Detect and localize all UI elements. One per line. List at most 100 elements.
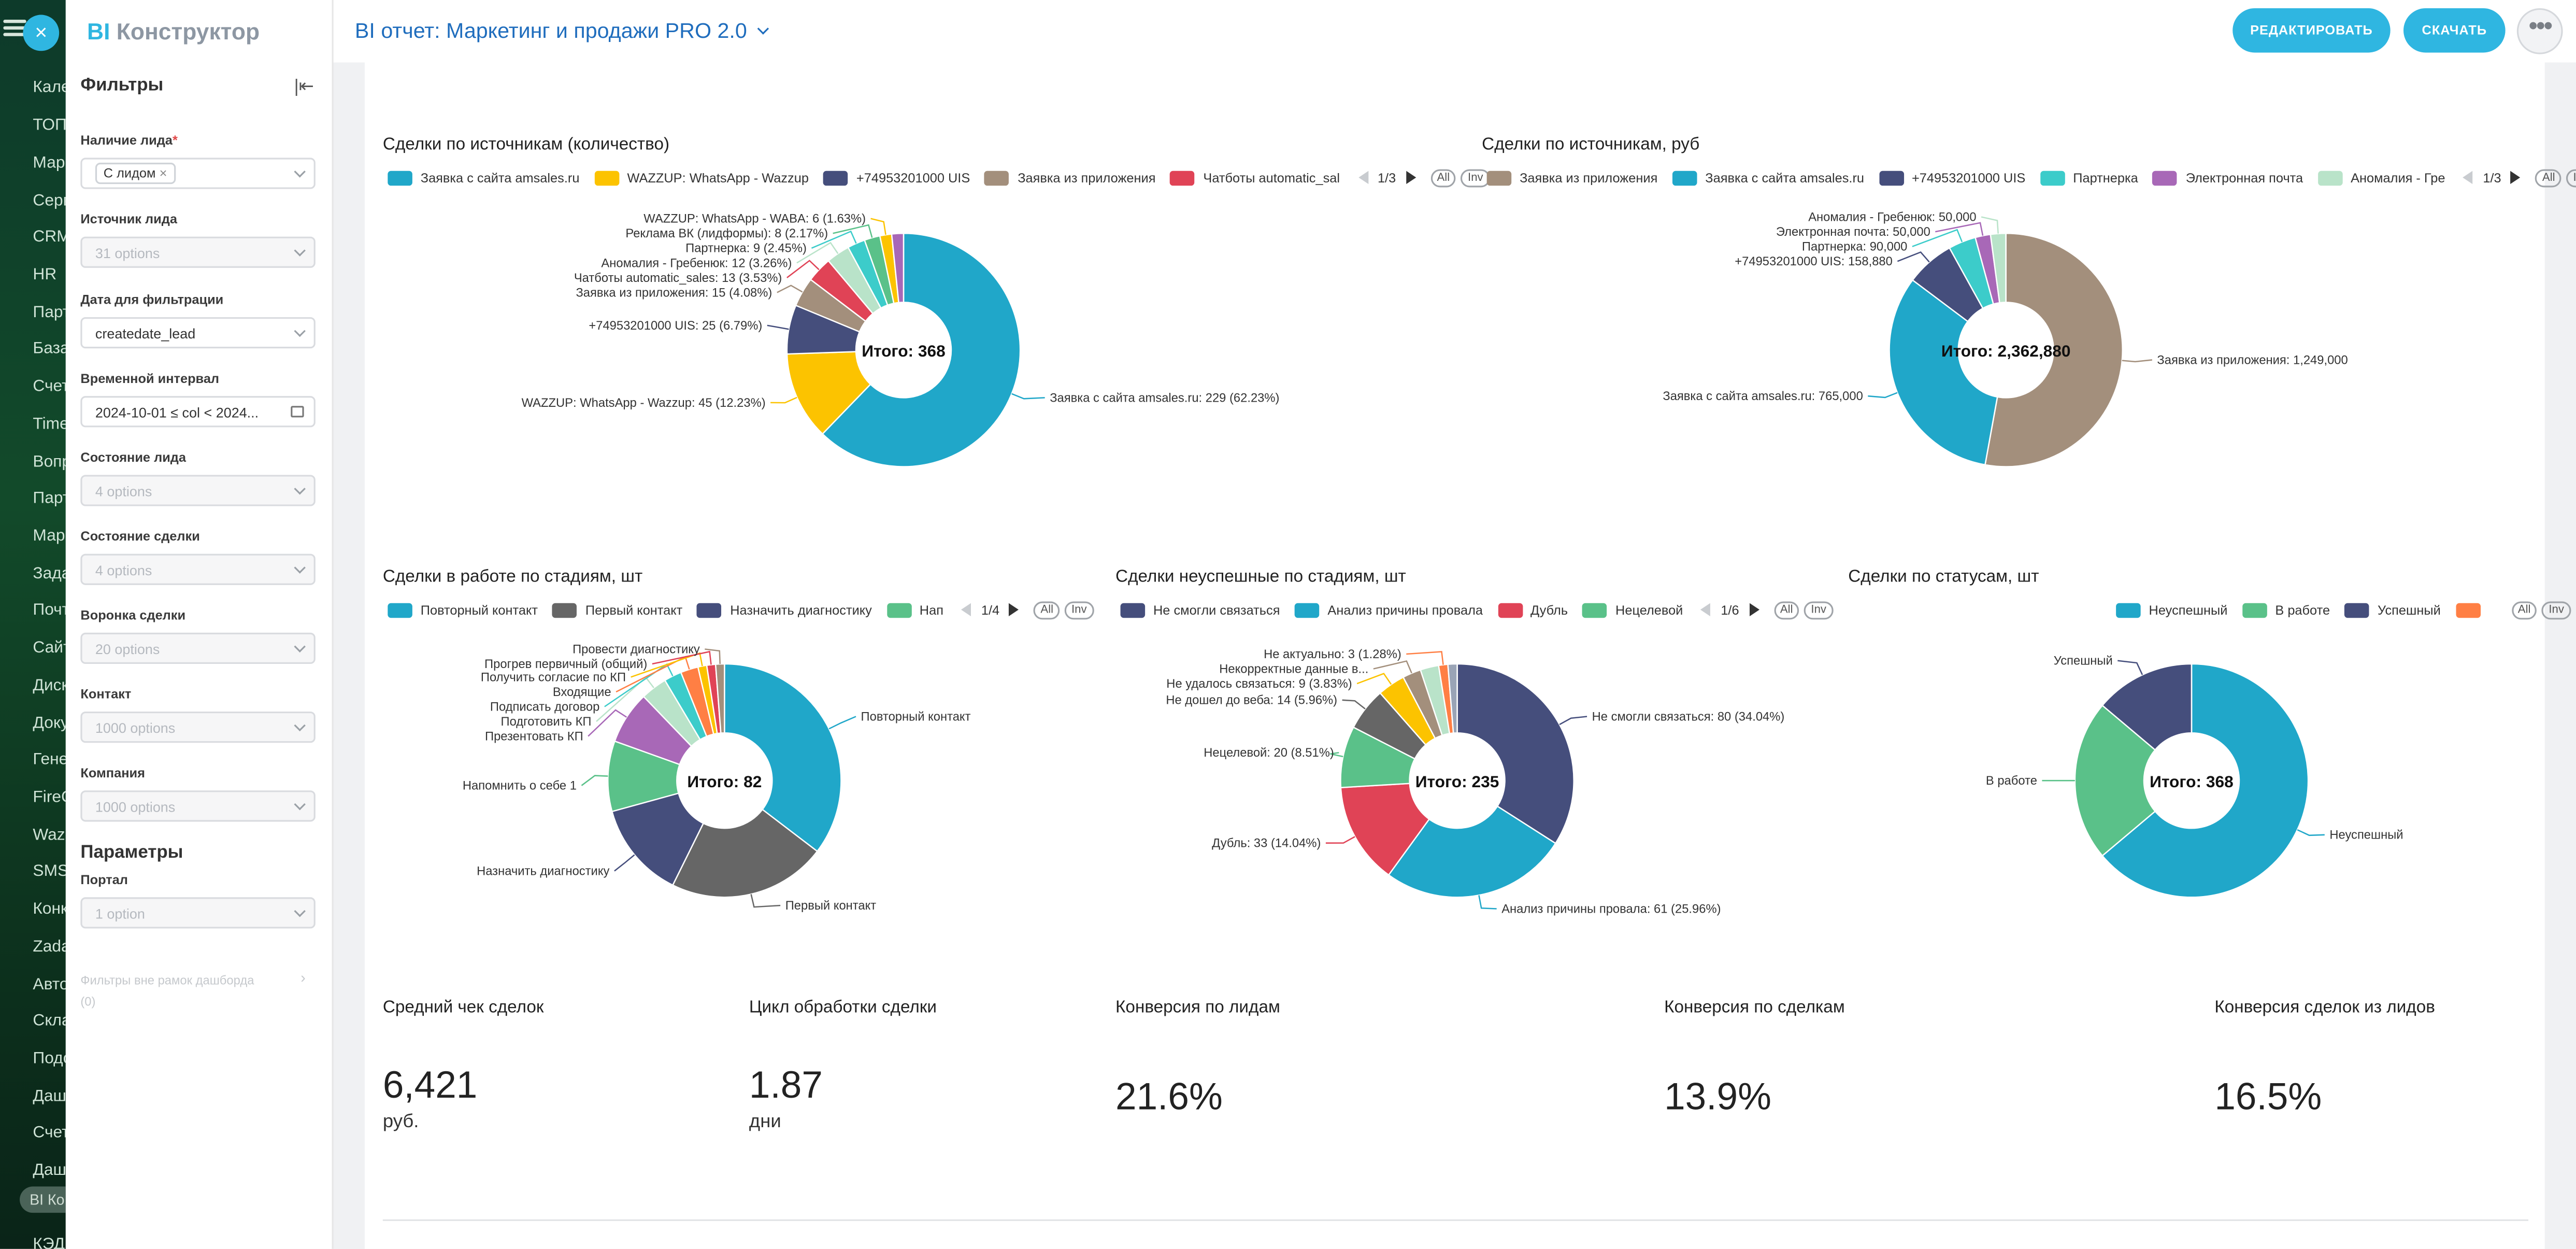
legend-inv-button[interactable]: Inv (2542, 600, 2571, 619)
legend-item[interactable]: Повторный контакт (388, 602, 538, 617)
legend-all-button[interactable]: All (1773, 600, 1800, 619)
legend-prev-icon[interactable] (1701, 603, 1711, 617)
background-menu-item[interactable]: Вопр (33, 453, 65, 472)
legend-item[interactable]: Партнерка (2040, 170, 2138, 185)
legend-item[interactable]: Анализ причины провала (1295, 602, 1483, 617)
legend-inv-button[interactable]: Inv (2566, 168, 2576, 187)
legend-label: Дубль (1530, 602, 1568, 617)
legend-item[interactable]: Нецелевой (1582, 602, 1683, 617)
background-menu-item[interactable]: Почт (33, 601, 65, 620)
legend-item[interactable]: +74953201000 UIS (1879, 170, 2025, 185)
legend-inv-button[interactable]: Inv (1065, 600, 1094, 619)
legend-item[interactable]: Аномалия - Гре (2317, 170, 2445, 185)
lead-source-select[interactable]: 31 options (80, 236, 316, 268)
lead-state-select[interactable]: 4 options (80, 475, 316, 506)
background-menu-item[interactable]: Мар (33, 154, 65, 173)
close-panel-button[interactable]: × (23, 15, 60, 51)
contact-select[interactable]: 1000 options (80, 711, 316, 743)
legend-prev-icon[interactable] (2463, 171, 2473, 184)
legend-all-button[interactable]: All (2511, 600, 2538, 619)
background-menu-item[interactable]: Счет (33, 1124, 66, 1142)
background-menu-item[interactable]: Доку (33, 715, 66, 733)
background-menu-item[interactable]: Счет (33, 378, 66, 396)
legend-all-button[interactable]: All (2536, 168, 2562, 187)
background-menu-item[interactable]: Парт (33, 304, 65, 322)
legend-label: В работе (2275, 602, 2330, 617)
legend-next-icon[interactable] (1009, 603, 1020, 617)
more-options-button[interactable]: ••• (2516, 8, 2563, 54)
report-title[interactable]: BI отчет: Маркетинг и продажи PRO 2.0 (355, 18, 769, 42)
background-menu-item[interactable]: Конк (33, 900, 66, 919)
legend-swatch (1497, 602, 1523, 617)
company-select[interactable]: 1000 options (80, 790, 316, 822)
legend-item[interactable]: Электронная почта (2153, 170, 2303, 185)
background-menu-item[interactable]: Даш (33, 1161, 66, 1180)
legend-all-button[interactable]: All (1034, 600, 1060, 619)
background-menu-item[interactable]: FireC (33, 789, 65, 807)
legend-item[interactable]: Заявка с сайта amsales.ru (388, 170, 579, 185)
background-menu-item[interactable]: Сайт (33, 639, 65, 658)
legend-item[interactable]: Дубль (1497, 602, 1568, 617)
legend-item[interactable]: Не смогли связаться (1120, 602, 1280, 617)
legend-label: Чатботы automatic_sal (1203, 170, 1340, 185)
background-menu-item[interactable]: КЭД (33, 1236, 65, 1249)
chevron-right-icon[interactable]: › (300, 969, 306, 986)
background-menu-item[interactable]: Диск (33, 677, 66, 696)
background-menu-item[interactable]: Парт (33, 489, 65, 508)
background-menu-item[interactable]: SMS (33, 862, 66, 881)
background-menu-item[interactable]: HR (33, 266, 57, 285)
legend-item[interactable]: Первый контакт (552, 602, 682, 617)
legend-prev-icon[interactable] (961, 603, 971, 617)
legend-label: Назначить диагностику (730, 602, 872, 617)
legend-item[interactable]: +74953201000 UIS (823, 170, 970, 185)
background-menu-item[interactable]: Time (33, 416, 66, 434)
legend-next-icon[interactable] (1749, 603, 1759, 617)
legend-item[interactable]: Заявка с сайта amsales.ru (1672, 170, 1864, 185)
legend-all-button[interactable]: All (1430, 168, 1456, 187)
outside-filters-link[interactable]: Фильтры вне рамок дашборда (0) (80, 970, 254, 1012)
legend-item[interactable]: Заявка из приложения (1486, 170, 1657, 185)
legend-item[interactable]: Заявка из приложения (984, 170, 1155, 185)
background-menu-item[interactable]: Кален (33, 79, 65, 97)
background-menu-item[interactable]: Скла (33, 1012, 65, 1031)
background-menu-item[interactable]: База (33, 340, 66, 359)
time-range-input[interactable]: 2024-10-01 ≤ col < 2024... (80, 396, 316, 428)
hamburger-icon[interactable] (3, 17, 26, 39)
legend-item[interactable]: Неуспешный (2116, 602, 2227, 617)
background-menu-item[interactable]: Мар (33, 527, 65, 546)
legend-item[interactable]: WAZZUP: WhatsApp - Wazzup (594, 170, 809, 185)
legend-inv-button[interactable]: Inv (1461, 168, 1490, 187)
legend-item[interactable]: Чатботы automatic_sal (1170, 170, 1340, 185)
legend-next-icon[interactable] (1406, 171, 1416, 184)
deal-funnel-select[interactable]: 20 options (80, 632, 316, 664)
background-menu-item[interactable]: Zada (33, 938, 65, 957)
legend-item[interactable]: Нап (886, 602, 943, 617)
background-menu-item[interactable]: Даш (33, 1088, 66, 1106)
background-menu-item[interactable]: Гене (33, 751, 66, 769)
legend-item[interactable] (2455, 602, 2488, 617)
filter-date-select[interactable]: createdate_lead (80, 317, 316, 349)
background-menu-item[interactable]: Зада (33, 565, 65, 584)
legend-item[interactable]: Назначить диагностику (697, 602, 872, 617)
calendar-icon[interactable] (291, 406, 304, 418)
background-menu-item[interactable]: Подс (33, 1050, 65, 1069)
collapse-sidebar-icon[interactable]: |⇤ (294, 77, 314, 97)
download-button[interactable]: СКАЧАТЬ (2403, 8, 2506, 53)
background-menu-item[interactable]: Серв (33, 192, 65, 210)
chevron-down-icon (294, 641, 306, 652)
background-menu-item[interactable]: Waz (33, 826, 65, 845)
portal-select[interactable]: 1 option (80, 897, 316, 929)
edit-button[interactable]: РЕДАКТИРОВАТЬ (2232, 8, 2391, 53)
legend-prev-icon[interactable] (1357, 171, 1368, 184)
lead-presence-select[interactable]: С лидом × (80, 158, 316, 189)
legend-label: Повторный контакт (420, 602, 538, 617)
legend-item[interactable]: Успешный (2344, 602, 2441, 617)
background-menu-item[interactable]: Авто (33, 976, 66, 995)
background-menu-item[interactable]: CRM (33, 228, 65, 247)
background-menu-item[interactable]: ТОП (33, 117, 66, 135)
legend-inv-button[interactable]: Inv (1804, 600, 1833, 619)
legend-next-icon[interactable] (2511, 171, 2521, 184)
chip-remove-icon[interactable]: × (159, 166, 167, 181)
deal-state-select[interactable]: 4 options (80, 553, 316, 585)
legend-item[interactable]: В работе (2242, 602, 2330, 617)
